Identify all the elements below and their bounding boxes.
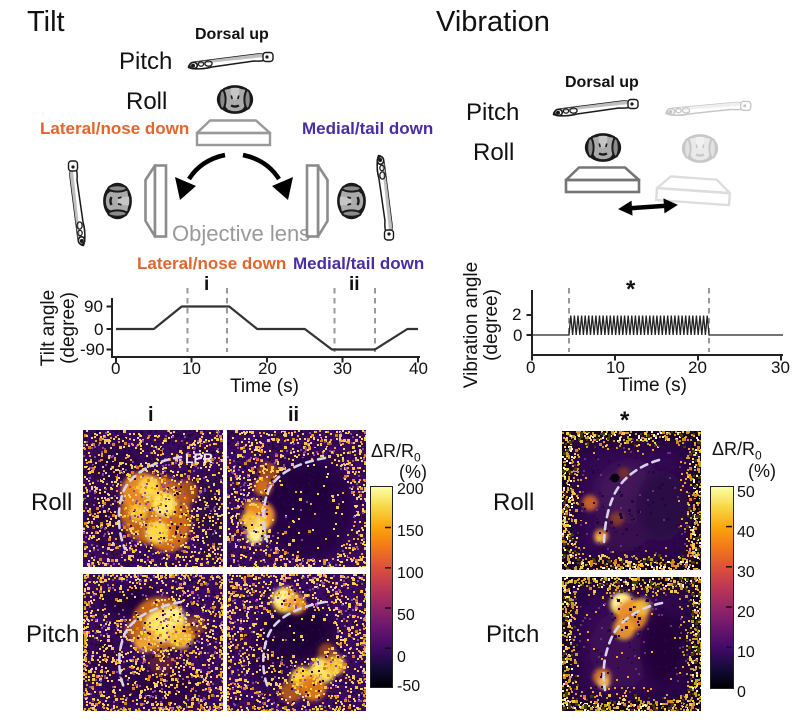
svg-text:LPR: LPR <box>185 450 213 466</box>
